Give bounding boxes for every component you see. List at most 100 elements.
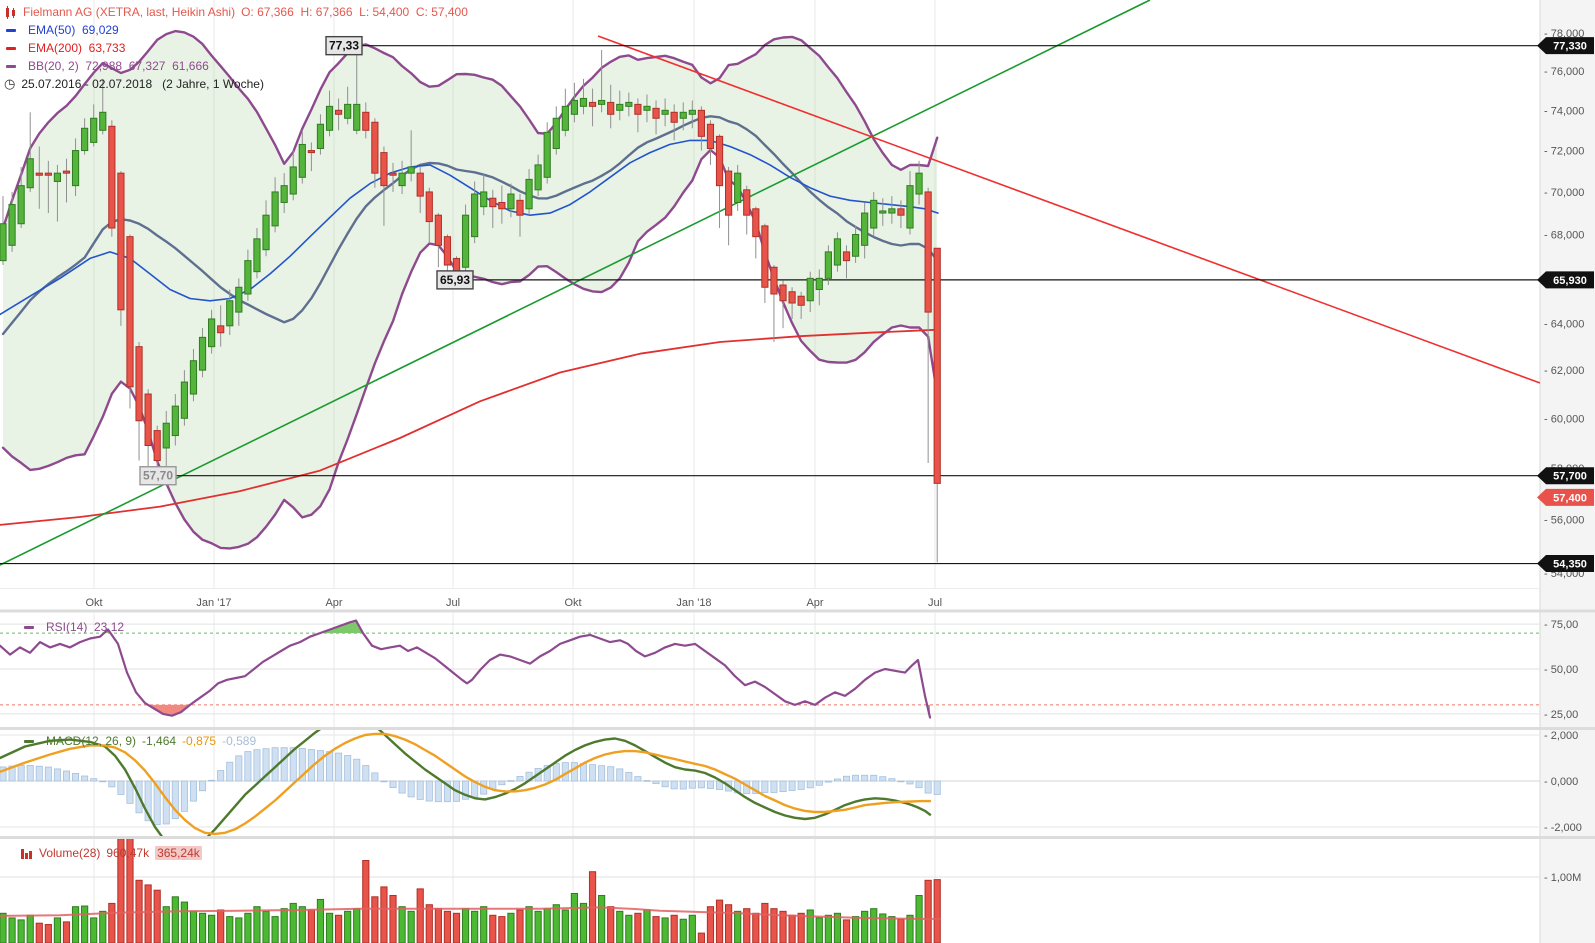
candle[interactable] [416, 172, 424, 197]
candle[interactable] [17, 185, 25, 225]
candle[interactable] [226, 300, 234, 327]
candle[interactable] [334, 109, 343, 115]
candle[interactable] [53, 172, 62, 182]
candle[interactable] [833, 238, 842, 266]
candle[interactable] [897, 208, 905, 216]
candle[interactable] [543, 131, 551, 178]
candle[interactable] [842, 251, 851, 262]
macd-legend[interactable]: MACD(12, 26, 9) -1,464 -0,875 -0,589 [24, 734, 256, 748]
candle[interactable] [661, 109, 669, 115]
candle[interactable] [271, 191, 279, 227]
candle[interactable] [770, 266, 778, 295]
candle[interactable] [208, 318, 216, 348]
candle[interactable] [117, 172, 125, 311]
candle[interactable] [171, 405, 179, 437]
candle[interactable] [362, 111, 370, 131]
candle[interactable] [198, 336, 207, 371]
candle[interactable] [280, 185, 288, 203]
candle[interactable] [670, 111, 678, 123]
axis-price-tag[interactable]: 65,930 [1537, 271, 1594, 289]
candle[interactable] [344, 103, 352, 119]
candle[interactable] [244, 260, 252, 295]
ema200-legend[interactable]: EMA(200) 63,733 [6, 41, 125, 55]
candle[interactable] [0, 223, 7, 262]
candle[interactable] [588, 101, 597, 107]
chart-label-box[interactable] [139, 466, 177, 486]
candle[interactable] [353, 103, 361, 131]
candle[interactable] [643, 105, 651, 111]
candle[interactable] [879, 210, 887, 214]
candle[interactable] [162, 422, 170, 449]
candle[interactable] [824, 251, 832, 279]
candle[interactable] [870, 199, 878, 229]
candle[interactable] [761, 225, 769, 288]
candle[interactable] [325, 105, 334, 131]
candle[interactable] [316, 123, 325, 150]
candle[interactable] [389, 172, 397, 176]
rsi-legend[interactable]: RSI(14) 23,12 [24, 620, 124, 634]
candle[interactable] [688, 109, 696, 115]
candle[interactable] [99, 111, 107, 131]
volume-legend[interactable]: Volume(28) 960,47k 365,24k [20, 846, 202, 860]
candle[interactable] [398, 172, 406, 187]
candle[interactable] [697, 109, 705, 137]
candle[interactable] [180, 381, 189, 419]
candle[interactable] [888, 208, 896, 214]
candle[interactable] [62, 170, 71, 174]
candle[interactable] [8, 204, 16, 246]
symbol-legend[interactable]: Fielmann AG (XETRA, last, Heikin Ashi) O… [4, 5, 468, 19]
candle[interactable] [262, 214, 270, 251]
candle[interactable] [235, 286, 243, 313]
candle[interactable] [126, 236, 134, 388]
candle[interactable] [425, 191, 433, 223]
candle[interactable] [652, 107, 660, 119]
candle[interactable] [734, 172, 742, 203]
ema50-legend[interactable]: EMA(50) 69,029 [6, 23, 119, 37]
candle[interactable] [933, 247, 941, 484]
candle[interactable] [443, 236, 452, 266]
candle[interactable] [71, 150, 80, 187]
candle[interactable] [788, 291, 796, 304]
candle[interactable] [135, 346, 143, 422]
candle[interactable] [480, 191, 488, 208]
axis-price-tag[interactable]: 54,350 [1537, 555, 1594, 573]
candle[interactable] [189, 360, 198, 395]
axis-price-tag[interactable]: 57,400 [1537, 488, 1594, 506]
candle[interactable] [534, 164, 542, 191]
resistance-red[interactable] [597, 35, 1540, 384]
candle[interactable] [380, 152, 388, 187]
candle[interactable] [806, 277, 814, 302]
candle[interactable] [561, 105, 569, 131]
candle[interactable] [924, 191, 932, 313]
candle[interactable] [725, 170, 733, 216]
candle[interactable] [26, 158, 34, 189]
candle[interactable] [371, 121, 379, 174]
candle[interactable] [307, 150, 315, 154]
candle[interactable] [861, 212, 869, 246]
candle[interactable] [706, 123, 715, 150]
candle[interactable] [607, 101, 615, 115]
candle[interactable] [144, 393, 152, 446]
support-green[interactable] [0, 0, 1151, 566]
candle[interactable] [743, 189, 751, 216]
candle[interactable] [552, 117, 560, 150]
candle[interactable] [906, 185, 914, 229]
candle[interactable] [108, 125, 116, 229]
candle[interactable] [570, 99, 579, 115]
candle[interactable] [516, 199, 524, 216]
candle[interactable] [434, 214, 442, 246]
candle[interactable] [471, 193, 479, 238]
candle[interactable] [407, 166, 415, 174]
chart-label-box[interactable] [325, 35, 363, 56]
candle[interactable] [452, 257, 461, 273]
candle[interactable] [461, 214, 470, 268]
candle[interactable] [44, 172, 52, 176]
chart-label-box[interactable] [436, 270, 474, 290]
candle[interactable] [625, 101, 633, 107]
candle[interactable] [81, 127, 89, 152]
candle[interactable] [634, 103, 642, 115]
candle[interactable] [253, 238, 261, 273]
candle[interactable] [715, 135, 724, 187]
candle[interactable] [598, 99, 606, 105]
